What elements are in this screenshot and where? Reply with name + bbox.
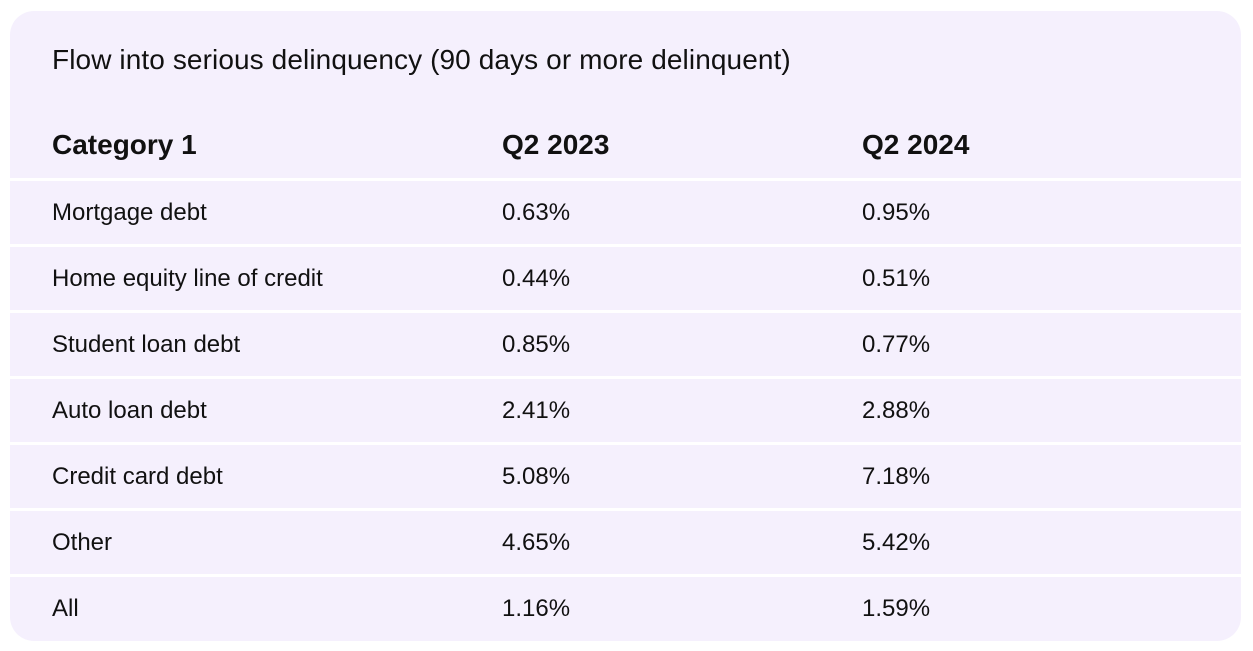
category-cell: Other — [10, 509, 502, 577]
q2-2024-cell: 0.51% — [862, 245, 1241, 313]
q2-2023-cell: 0.85% — [502, 311, 862, 379]
q2-2024-cell: 0.77% — [862, 311, 1241, 379]
table-row: Other 4.65% 5.42% — [10, 509, 1241, 577]
table-row: Home equity line of credit 0.44% 0.51% — [10, 245, 1241, 313]
q2-2024-cell: 1.59% — [862, 594, 931, 622]
table-row: Auto loan debt 2.41% 2.88% — [10, 377, 1241, 445]
q2-2024-cell: 7.18% — [862, 443, 1241, 511]
q2-2023-cell: 0.63% — [502, 179, 862, 247]
table-row: Mortgage debt 0.63% 0.95% — [10, 179, 1241, 247]
table-title: Flow into serious delinquency (90 days o… — [52, 44, 791, 75]
category-cell: Mortgage debt — [10, 179, 502, 247]
category-cell: All — [52, 594, 79, 622]
category-cell: Home equity line of credit — [10, 245, 502, 313]
table-row: Student loan debt 0.85% 0.77% — [10, 311, 1241, 379]
q2-2024-cell: 2.88% — [862, 377, 1241, 445]
table-row: All 1.16% 1.59% — [10, 576, 1241, 641]
q2-2023-cell: 5.08% — [502, 443, 862, 511]
q2-2023-cell: 1.16% — [502, 594, 571, 622]
table-row: Credit card debt 5.08% 7.18% — [10, 443, 1241, 511]
q2-2024-cell: 5.42% — [862, 509, 1241, 577]
q2-2023-cell: 0.44% — [502, 245, 862, 313]
column-header-q2-2023: Q2 2023 — [502, 112, 862, 181]
table-card: Flow into serious delinquency (90 days o… — [10, 11, 1241, 641]
column-header-category: Category 1 — [10, 112, 502, 181]
category-cell: Auto loan debt — [10, 377, 502, 445]
category-cell: Student loan debt — [10, 311, 502, 379]
column-header-q2-2024: Q2 2024 — [862, 112, 1241, 181]
q2-2023-cell: 2.41% — [502, 377, 862, 445]
q2-2023-cell: 4.65% — [502, 509, 862, 577]
q2-2024-cell: 0.95% — [862, 179, 1241, 247]
table-header-row: Category 1 Q2 2023 Q2 2024 — [10, 112, 1241, 181]
delinquency-table: Category 1 Q2 2023 Q2 2024 Mortgage debt… — [10, 112, 1241, 640]
category-cell: Credit card debt — [10, 443, 502, 511]
